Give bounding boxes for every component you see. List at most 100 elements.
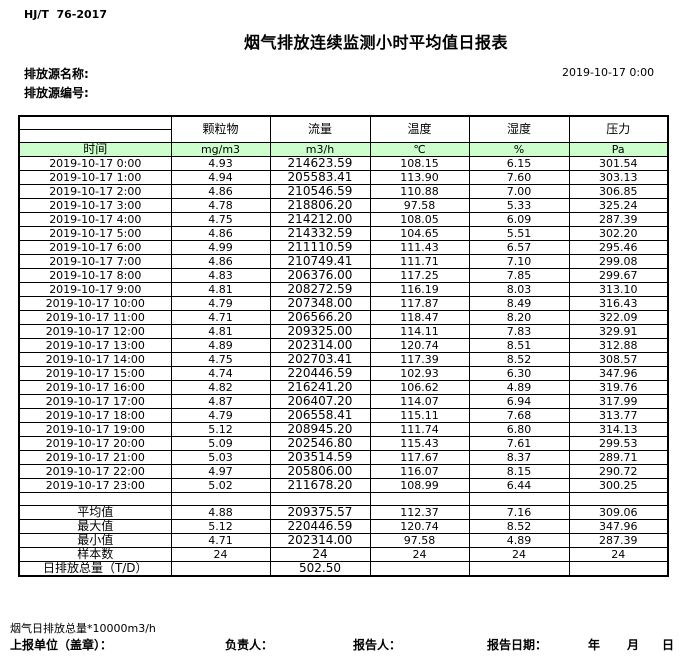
table-cell: 117.39 (369, 351, 470, 367)
table-cell: 8.37 (468, 449, 570, 465)
table-cell: 4.71 (170, 532, 271, 548)
table-cell: 110.88 (369, 183, 470, 199)
table-cell: 2019-10-17 4:00 (18, 211, 172, 227)
table-cell: 4.97 (170, 463, 271, 479)
table-row: 样本数 24 24 24 24 24 (18, 546, 669, 562)
table-cell: 117.25 (369, 267, 470, 283)
table-cell: 2019-10-17 11:00 (18, 309, 172, 325)
report-table-wrap: 颗粒物 流量 温度 湿度 压力 时间 mg/m3 m3/h ℃ % Pa (18, 115, 669, 577)
table-cell: 4.74 (170, 365, 271, 381)
footer-signature-line: 上报单位（盖章）： 负责人： 报告人： 报告日期： 年 月 日 (0, 636, 684, 652)
table-cell: 347.96 (568, 365, 669, 381)
table-row: 2019-10-17 18:00 4.79 206558.41 115.11 7.68 3… (18, 407, 669, 423)
table-row: 2019-10-17 3:00 4.78 218806.20 97.58 5.33 325… (18, 197, 669, 213)
column-header-flow: 流量 (269, 115, 371, 143)
table-cell: 最大值 (18, 518, 172, 534)
table-cell: 4.81 (170, 281, 271, 297)
table-cell: 2019-10-17 10:00 (18, 295, 172, 311)
table-cell: 6.94 (468, 393, 570, 409)
column-header-particulate: 颗粒物 (170, 115, 271, 143)
table-cell: 104.65 (369, 225, 470, 241)
table-cell: 4.89 (170, 337, 271, 353)
table-cell: 7.16 (468, 504, 570, 520)
table-cell: 111.43 (369, 239, 470, 255)
table-cell: 6.80 (468, 421, 570, 437)
table-cell: 4.78 (170, 197, 271, 213)
table-cell: 325.24 (568, 197, 669, 213)
monitoring-table: 颗粒物 流量 温度 湿度 压力 时间 mg/m3 m3/h ℃ % Pa (18, 115, 669, 577)
table-cell: 样本数 (18, 546, 172, 562)
table-cell: 108.15 (369, 155, 470, 171)
table-cell: 4.87 (170, 393, 271, 409)
table-cell: 289.71 (568, 449, 669, 465)
table-row: 2019-10-17 0:00 4.93 214623.59 108.15 6.15 30… (18, 155, 669, 171)
table-row: 2019-10-17 7:00 4.86 210749.41 111.71 7.10 29… (18, 253, 669, 269)
table-cell: 2019-10-17 17:00 (18, 393, 172, 409)
table-cell: 2019-10-17 3:00 (18, 197, 172, 213)
table-cell: 208945.20 (269, 421, 371, 437)
table-cell: 2019-10-17 19:00 (18, 421, 172, 437)
table-cell: 314.13 (568, 421, 669, 437)
table-cell: 7.68 (468, 407, 570, 423)
column-header-temperature: 温度 (369, 115, 470, 143)
table-cell (18, 115, 172, 130)
table-cell: 207348.00 (269, 295, 371, 311)
table-cell (269, 491, 371, 506)
table-cell: 220446.59 (269, 365, 371, 381)
table-cell: 206376.00 (269, 267, 371, 283)
table-cell: 6.57 (468, 239, 570, 255)
table-cell: 218806.20 (269, 197, 371, 213)
table-row: 2019-10-17 20:00 5.09 202546.80 115.43 7.61 2… (18, 435, 669, 451)
year-label: 年 (588, 638, 601, 652)
units-row: 时间 mg/m3 m3/h ℃ % Pa (18, 141, 669, 157)
table-cell: 290.72 (568, 463, 669, 479)
table-cell: 4.75 (170, 351, 271, 367)
table-cell: 117.87 (369, 295, 470, 311)
table-cell: 216241.20 (269, 379, 371, 395)
table-cell: 97.58 (369, 532, 470, 548)
table-cell: 24 (269, 546, 371, 562)
column-header-pressure: 压力 (568, 115, 669, 143)
table-cell: 4.79 (170, 407, 271, 423)
table-cell: 2019-10-17 21:00 (18, 449, 172, 465)
table-cell (468, 560, 570, 576)
table-cell: 299.08 (568, 253, 669, 269)
table-row: 2019-10-17 16:00 4.82 216241.20 106.62 4.89 3… (18, 379, 669, 395)
table-cell: 2019-10-17 1:00 (18, 169, 172, 185)
table-cell: 329.91 (568, 323, 669, 339)
table-cell (170, 491, 271, 506)
table-cell: 8.15 (468, 463, 570, 479)
table-cell: 2019-10-17 15:00 (18, 365, 172, 381)
table-cell: 203514.59 (269, 449, 371, 465)
table-cell: 301.54 (568, 155, 669, 171)
table-cell: 112.37 (369, 504, 470, 520)
reporter-label: 报告人： (353, 638, 402, 652)
table-cell: 4.82 (170, 379, 271, 395)
table-cell: 202314.00 (269, 337, 371, 353)
table-cell: 最小值 (18, 532, 172, 548)
table-cell: 24 (468, 546, 570, 562)
month-label: 月 (627, 638, 640, 652)
data-rows: 2019-10-17 0:00 4.93 214623.59 108.15 6.15 30… (18, 155, 669, 493)
report-unit-label: 上报单位（盖章）： (10, 638, 113, 652)
table-cell (18, 128, 172, 143)
table-cell: 4.71 (170, 309, 271, 325)
table-cell: 24 (568, 546, 669, 562)
table-cell: 287.39 (568, 211, 669, 227)
unit-cell: % (468, 141, 570, 157)
table-row: 2019-10-17 10:00 4.79 207348.00 117.87 8.49 3… (18, 295, 669, 311)
table-cell: 5.12 (170, 518, 271, 534)
table-cell: 502.50 (269, 560, 371, 576)
table-cell: 111.71 (369, 253, 470, 269)
column-header-humidity: 湿度 (468, 115, 570, 143)
table-row: 2019-10-17 17:00 4.87 206407.20 114.07 6.94 3… (18, 393, 669, 409)
table-row: 2019-10-17 14:00 4.75 202703.41 117.39 8.52 3… (18, 351, 669, 367)
table-row: 2019-10-17 22:00 4.97 205806.00 116.07 8.15 2… (18, 463, 669, 479)
table-cell: 108.99 (369, 477, 470, 493)
table-cell: 8.49 (468, 295, 570, 311)
table-cell: 2019-10-17 7:00 (18, 253, 172, 269)
table-row: 2019-10-17 13:00 4.89 202314.00 120.74 8.51 3… (18, 337, 669, 353)
table-cell: 4.89 (468, 532, 570, 548)
table-cell (369, 491, 470, 506)
table-cell: 205583.41 (269, 169, 371, 185)
